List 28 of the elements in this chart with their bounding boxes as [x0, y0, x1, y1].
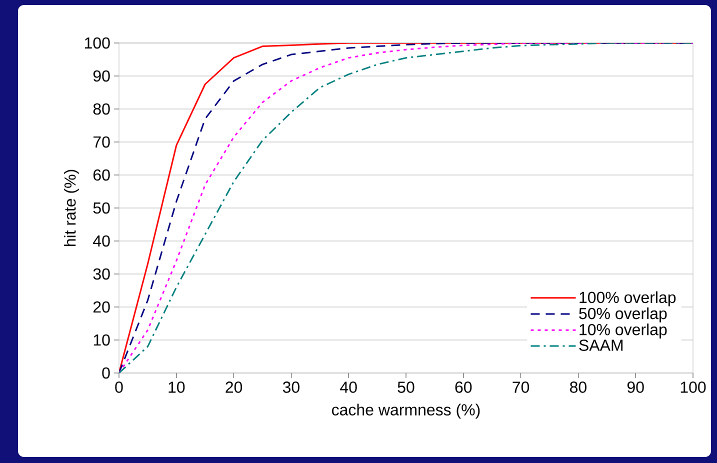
x-tick-label: 70: [512, 382, 530, 393]
y-tick-label: 90: [93, 70, 110, 82]
x-axis-title: cache warmness (%): [332, 404, 480, 419]
y-tick-label: 80: [93, 103, 110, 115]
x-tick-label: 100: [680, 382, 706, 393]
y-tick-label: 20: [93, 301, 110, 313]
x-tick-label: 80: [570, 382, 586, 393]
x-tick-label: 40: [340, 382, 357, 393]
legend-label: SAAM: [579, 340, 623, 351]
x-tick-label: 30: [282, 382, 300, 393]
y-tick-label: 100: [84, 37, 110, 49]
y-axis-title: hit rate (%): [64, 170, 79, 246]
legend-label: 100% overlap: [580, 291, 676, 306]
x-tick-label: 20: [226, 382, 242, 393]
y-tick-label: 0: [102, 367, 110, 379]
legend-label: 10% overlap: [580, 324, 667, 338]
y-tick-label: 10: [94, 334, 110, 346]
x-tick-label: 10: [168, 382, 185, 393]
x-tick-label: 90: [627, 382, 644, 393]
legend-label: 50% overlap: [579, 307, 667, 322]
x-tick-label: 50: [398, 382, 414, 393]
x-tick-label: 0: [115, 382, 123, 393]
y-tick-label: 50: [93, 202, 110, 214]
y-tick-label: 70: [93, 136, 110, 148]
x-tick-label: 60: [455, 382, 472, 393]
y-tick-label: 40: [93, 235, 110, 247]
y-tick-label: 30: [93, 268, 110, 280]
y-tick-label: 60: [93, 169, 110, 181]
